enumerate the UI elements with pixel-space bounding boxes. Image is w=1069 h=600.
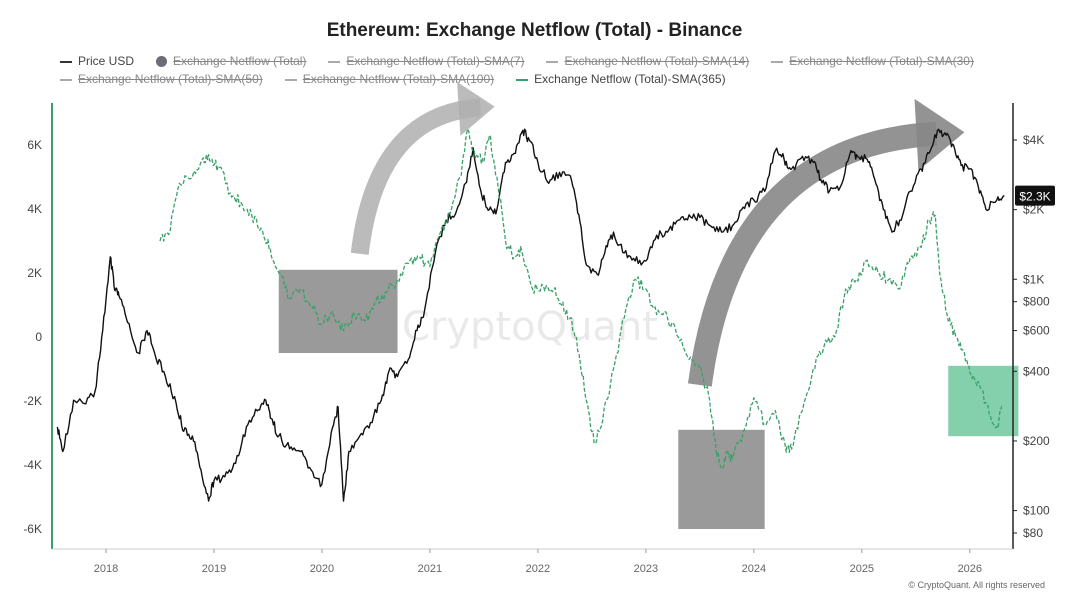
x-tick-label: 2026 [958,563,982,575]
legend-swatch [516,78,529,81]
x-tick-label: 2018 [94,563,118,575]
legend-item[interactable]: Exchange Netflow (Total)-SMA(30) [771,52,974,70]
x-tick-label: 2020 [310,563,334,575]
highlight-box [948,365,1019,437]
legend-item[interactable]: Exchange Netflow (Total)-SMA(7) [328,52,524,70]
legend-swatch [60,78,72,81]
x-tick-label: 2019 [202,563,226,575]
highlight-layer [278,269,1019,529]
legend-swatch [546,60,559,63]
watermark-layer: CryptoQuant [402,304,658,350]
legend-item[interactable]: Price USD [60,52,134,70]
legend-label: Exchange Netflow (Total)-SMA(14) [564,54,750,68]
x-tick-label: 2022 [526,563,550,575]
legend-item[interactable]: Exchange Netflow (Total)-SMA(100) [284,70,495,88]
legend-label: Exchange Netflow (Total)-SMA(365) [534,72,726,86]
highlight-box [678,429,765,529]
legend-item[interactable]: Exchange Netflow (Total)-SMA(50) [60,70,263,88]
right-tick-label: $80 [1023,526,1043,540]
left-tick-label: 2K [27,266,42,280]
right-tick-label: $200 [1023,434,1050,448]
legend-label: Exchange Netflow (Total) [173,54,307,68]
x-tick-label: 2025 [850,563,874,575]
trend-arrow-head [914,98,965,171]
legend-swatch [156,56,168,68]
legend-swatch [60,60,72,63]
right-tick-label: $2K [1023,203,1044,217]
trend-arrow-shaft [687,121,938,387]
price-usd-line [56,128,1005,502]
x-tick-label: 2024 [742,563,766,575]
x-tick-label: 2023 [634,563,658,575]
left-tick-label: -2K [23,394,42,408]
left-tick-label: 6K [27,138,42,152]
left-tick-label: -6K [23,522,42,536]
legend-swatch [284,78,297,81]
x-tick-label: 2021 [418,563,442,575]
legend-label: Exchange Netflow (Total)-SMA(50) [78,72,263,86]
right-tick-label: $4K [1023,133,1044,147]
right-tick-label: $1K [1023,272,1044,286]
legend-item[interactable]: Exchange Netflow (Total) [156,52,306,70]
current-price-label: $2.3K [1019,190,1050,204]
highlight-box [278,269,398,353]
netflow-sma365-line [159,128,1003,470]
axes-layer: 6K 4K 2K 0 -2K -4K -6K $4K $2K $1K $800 $600 $400 $20… [23,103,1055,575]
legend-label: Exchange Netflow (Total)-SMA(7) [346,54,525,68]
current-price-badge [1015,185,1055,206]
watermark: CryptoQuant [402,304,658,350]
left-tick-label: 0 [35,330,42,344]
right-tick-label: $400 [1023,364,1050,378]
legend-label: Exchange Netflow (Total)-SMA(30) [789,54,974,68]
right-tick-label: $600 [1023,324,1050,338]
copyright-notice: © CryptoQuant. All rights reserved [908,580,1045,590]
legend-swatch [771,60,784,63]
trend-arrow-head [457,81,495,136]
legend-item[interactable]: Exchange Netflow (Total)-SMA(365) [516,70,726,88]
left-tick-label: -4K [23,458,42,472]
right-tick-label: $800 [1023,295,1050,309]
legend-label: Exchange Netflow (Total)-SMA(100) [302,72,495,86]
legend-swatch [328,60,341,63]
series-layer [56,128,1005,502]
trend-arrow-shaft [350,98,482,255]
right-tick-label: $100 [1023,504,1050,518]
chart-legend[interactable]: Price USD Exchange Netflow (Total) Exchang… [60,52,1040,88]
legend-item[interactable]: Exchange Netflow (Total)-SMA(14) [546,52,749,70]
left-tick-label: 4K [27,202,42,216]
chart-title: Ethereum: Exchange Netflow (Total) - Bin… [326,20,743,41]
legend-label: Price USD [78,54,135,68]
